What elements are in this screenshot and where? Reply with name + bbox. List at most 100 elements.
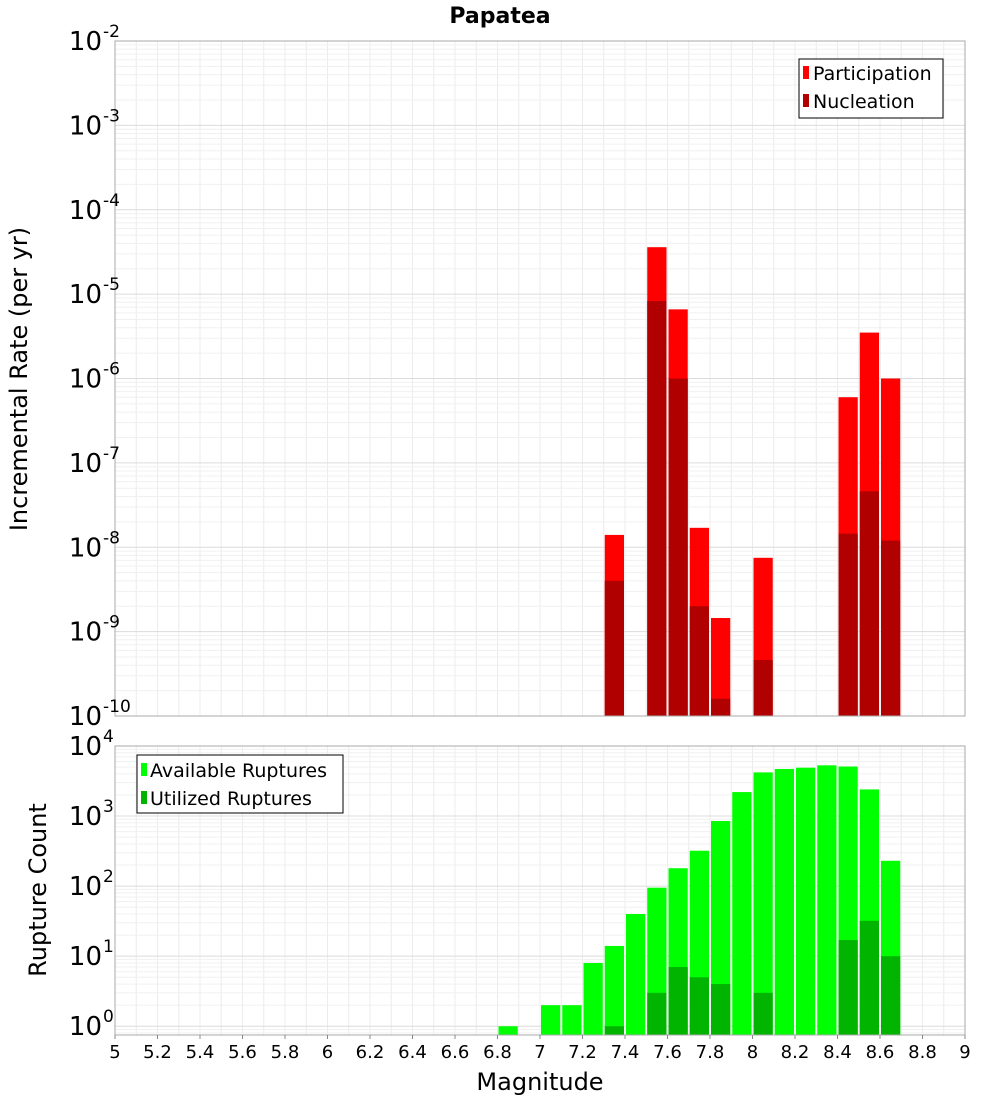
bar-utilized-ruptures	[604, 1026, 624, 1035]
y-tick-label: 10 0	[69, 1007, 114, 1042]
x-tick-label: 9	[959, 1042, 970, 1063]
count-bars	[498, 765, 901, 1035]
y-tick-label: 10 -3	[69, 106, 120, 141]
y-tick-exponent: -7	[103, 444, 120, 464]
x-tick-label: 7.4	[611, 1042, 640, 1063]
y-tick-exponent: 0	[103, 1007, 114, 1027]
bar-available-ruptures	[626, 914, 646, 1035]
count-gridlines	[115, 746, 965, 1035]
x-tick-label: 5.8	[271, 1042, 300, 1063]
bar-available-ruptures	[817, 765, 837, 1035]
x-tick-label: 6.8	[483, 1042, 512, 1063]
x-tick-label: 8.8	[908, 1042, 937, 1063]
x-tick-label: 5	[109, 1042, 120, 1063]
bar-nucleation	[711, 698, 731, 716]
y-tick-label: 10 4	[69, 727, 114, 762]
x-tick-label: 8	[747, 1042, 758, 1063]
y-tick-label: 10 -6	[69, 360, 120, 395]
x-tick-label: 7.6	[653, 1042, 682, 1063]
y-tick-exponent: 3	[103, 797, 114, 817]
rate-panel: Papatea 10-210-310-410-510-610-710-810-9…	[5, 4, 966, 732]
rate-legend-box	[798, 58, 944, 119]
bar-utilized-ruptures	[668, 967, 688, 1035]
bar-available-ruptures	[604, 945, 624, 1035]
x-tick-label: 6.4	[398, 1042, 427, 1063]
bar-available-ruptures	[732, 792, 752, 1035]
y-tick-label: 10 -10	[69, 697, 131, 732]
bar-nucleation	[604, 580, 624, 716]
x-tick-label: 8.6	[866, 1042, 895, 1063]
x-tick-label: 7	[534, 1042, 545, 1063]
bar-utilized-ruptures	[711, 984, 731, 1035]
y-tick-label: 10 -9	[69, 613, 120, 648]
legend-swatch-utilized-ruptures	[141, 791, 147, 804]
rate-y-axis-label: Incremental Rate (per yr)	[5, 227, 33, 531]
y-tick-base: 10	[69, 732, 102, 762]
x-tick-label: 8.2	[781, 1042, 810, 1063]
y-tick-base: 10	[69, 872, 102, 902]
y-tick-exponent: 2	[103, 867, 114, 887]
legend-swatch-available-ruptures	[141, 763, 147, 776]
bar-available-ruptures	[753, 772, 773, 1035]
y-tick-label: 10 -4	[69, 191, 120, 226]
rate-plot-frame	[114, 40, 966, 717]
legend-label-participation: Participation	[813, 63, 932, 85]
y-tick-label: 10 -8	[69, 528, 120, 563]
bar-utilized-ruptures	[838, 940, 858, 1035]
bar-nucleation	[689, 606, 709, 716]
y-tick-base: 10	[69, 196, 102, 226]
rate-y-ticks: 10-210-310-410-510-610-710-810-910-10	[69, 22, 131, 732]
y-tick-base: 10	[69, 702, 102, 732]
count-y-axis-label: Rupture Count	[24, 803, 52, 977]
y-tick-base: 10	[69, 533, 102, 563]
x-tick-label: 6	[322, 1042, 333, 1063]
y-tick-base: 10	[69, 1012, 102, 1042]
y-tick-exponent: -5	[103, 275, 120, 295]
x-tick-label: 5.6	[228, 1042, 257, 1063]
x-tick-label: 8.4	[823, 1042, 852, 1063]
count-legend-box	[136, 754, 344, 814]
x-tick-label: 6.2	[356, 1042, 385, 1063]
x-tick-label: 7.2	[568, 1042, 597, 1063]
y-tick-base: 10	[69, 942, 102, 972]
y-tick-base: 10	[69, 27, 102, 57]
bar-available-ruptures	[583, 962, 603, 1035]
y-tick-base: 10	[69, 449, 102, 479]
y-tick-base: 10	[69, 111, 102, 141]
rate-bars	[604, 247, 901, 716]
x-tick-label: 7.8	[696, 1042, 725, 1063]
y-tick-label: 10 1	[69, 937, 114, 972]
legend-label-nucleation: Nucleation	[813, 91, 915, 113]
y-tick-exponent: -10	[103, 697, 131, 717]
y-tick-exponent: 4	[103, 727, 114, 747]
rate-gridlines	[115, 41, 965, 716]
x-tick-label: 5.2	[143, 1042, 172, 1063]
x-tick-label: 6.6	[441, 1042, 470, 1063]
bar-nucleation	[859, 491, 879, 716]
y-tick-exponent: -8	[103, 528, 120, 548]
y-tick-label: 10 -2	[69, 22, 120, 57]
count-legend: Available Ruptures Utilized Ruptures	[136, 754, 344, 814]
bar-available-ruptures	[562, 1005, 582, 1035]
y-tick-base: 10	[69, 280, 102, 310]
y-tick-exponent: -9	[103, 613, 120, 633]
bar-utilized-ruptures	[689, 977, 709, 1035]
bar-utilized-ruptures	[647, 992, 667, 1035]
bar-participation	[711, 618, 731, 716]
bar-utilized-ruptures	[881, 956, 901, 1035]
y-tick-exponent: -4	[103, 191, 120, 211]
x-tick-label: 5.4	[186, 1042, 215, 1063]
bar-available-ruptures	[774, 768, 794, 1035]
y-tick-base: 10	[69, 618, 102, 648]
y-tick-label: 10 -7	[69, 444, 120, 479]
y-tick-exponent: -6	[103, 360, 120, 380]
y-tick-exponent: 1	[103, 937, 114, 957]
y-tick-label: 10 -5	[69, 275, 120, 310]
chart-title: Papatea	[449, 4, 550, 29]
count-x-ticks: 5 5.2 5.4 5.6 5.8 6 6.2 6.4 6.6 6.8 7 7.2 7.4 7.6 7.8 8…	[109, 1035, 971, 1063]
bar-utilized-ruptures	[859, 920, 879, 1035]
bar-nucleation	[647, 300, 667, 716]
bar-nucleation	[838, 533, 858, 716]
